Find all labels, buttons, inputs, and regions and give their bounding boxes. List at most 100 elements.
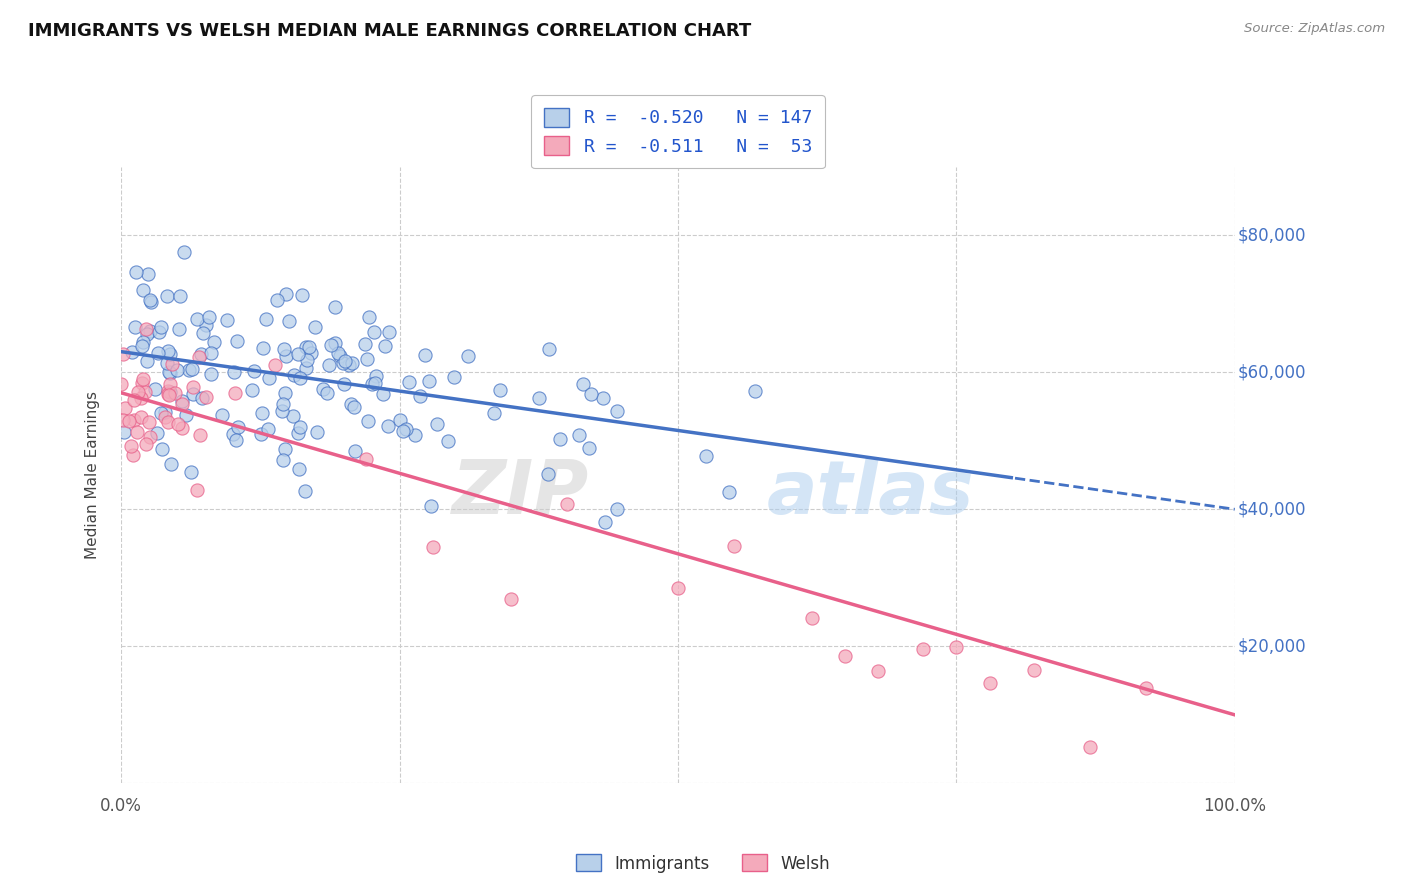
Point: [297, 352, 319, 367]
Point: [332, 355, 354, 369]
Point: [188, 427, 211, 442]
Point: [319, 338, 342, 352]
Point: [979, 676, 1001, 690]
Point: [568, 428, 591, 442]
Legend: Immigrants, Welsh: Immigrants, Welsh: [569, 847, 837, 880]
Point: [146, 425, 169, 440]
Point: [148, 325, 170, 339]
Point: [186, 312, 208, 326]
Point: [166, 417, 188, 431]
Point: [315, 385, 337, 400]
Point: [118, 413, 141, 427]
Point: [132, 372, 155, 386]
Point: [437, 434, 460, 449]
Point: [202, 335, 225, 350]
Point: [148, 346, 170, 360]
Point: [344, 444, 367, 458]
Point: [211, 409, 233, 423]
Point: [159, 366, 181, 380]
Point: [318, 358, 340, 372]
Point: [136, 354, 159, 368]
Text: IMMIGRANTS VS WELSH MEDIAN MALE EARNINGS CORRELATION CHART: IMMIGRANTS VS WELSH MEDIAN MALE EARNINGS…: [28, 22, 751, 40]
Point: [122, 413, 145, 427]
Point: [499, 592, 522, 607]
Point: [226, 420, 249, 434]
Point: [169, 289, 191, 303]
Point: [138, 415, 160, 429]
Point: [800, 611, 823, 625]
Point: [281, 409, 304, 423]
Point: [266, 293, 288, 307]
Point: [131, 391, 153, 405]
Point: [198, 310, 221, 324]
Point: [120, 439, 142, 453]
Point: [371, 387, 394, 401]
Point: [288, 371, 311, 385]
Point: [134, 385, 156, 400]
Point: [264, 359, 287, 373]
Point: [143, 382, 166, 396]
Point: [136, 268, 159, 282]
Point: [413, 348, 436, 362]
Point: [398, 375, 420, 389]
Point: [159, 384, 181, 399]
Point: [277, 314, 299, 328]
Point: [834, 648, 856, 663]
Point: [173, 244, 195, 259]
Point: [121, 345, 143, 359]
Point: [163, 386, 186, 401]
Point: [392, 424, 415, 438]
Point: [240, 383, 263, 397]
Point: [157, 388, 180, 402]
Point: [150, 320, 173, 334]
Point: [139, 430, 162, 444]
Point: [122, 392, 145, 407]
Point: [112, 347, 135, 361]
Point: [181, 386, 204, 401]
Point: [132, 334, 155, 349]
Y-axis label: Median Male Earnings: Median Male Earnings: [86, 391, 100, 559]
Point: [190, 392, 212, 406]
Point: [225, 433, 247, 447]
Point: [418, 375, 440, 389]
Point: [111, 413, 134, 427]
Point: [157, 344, 180, 359]
Point: [360, 377, 382, 392]
Point: [273, 452, 295, 467]
Point: [340, 396, 363, 410]
Point: [357, 414, 380, 428]
Point: [273, 442, 295, 457]
Point: [135, 322, 157, 336]
Point: [298, 340, 321, 354]
Point: [287, 347, 309, 361]
Point: [395, 421, 418, 435]
Point: [180, 465, 202, 479]
Point: [606, 404, 628, 418]
Point: [666, 581, 689, 595]
Point: [304, 319, 326, 334]
Point: [868, 665, 890, 679]
Point: [215, 313, 238, 327]
Point: [174, 408, 197, 422]
Point: [329, 349, 352, 363]
Point: [328, 346, 350, 360]
Point: [224, 386, 246, 401]
Point: [136, 327, 159, 342]
Point: [188, 350, 211, 364]
Point: [363, 325, 385, 339]
Point: [356, 352, 378, 367]
Point: [170, 397, 193, 411]
Point: [273, 342, 295, 356]
Point: [595, 516, 617, 530]
Point: [333, 376, 356, 391]
Point: [274, 386, 297, 401]
Point: [153, 405, 176, 419]
Point: [548, 432, 571, 446]
Point: [294, 483, 316, 498]
Point: [276, 286, 298, 301]
Point: [131, 376, 153, 390]
Point: [153, 410, 176, 425]
Point: [299, 346, 322, 360]
Point: [537, 467, 560, 481]
Point: [121, 449, 143, 463]
